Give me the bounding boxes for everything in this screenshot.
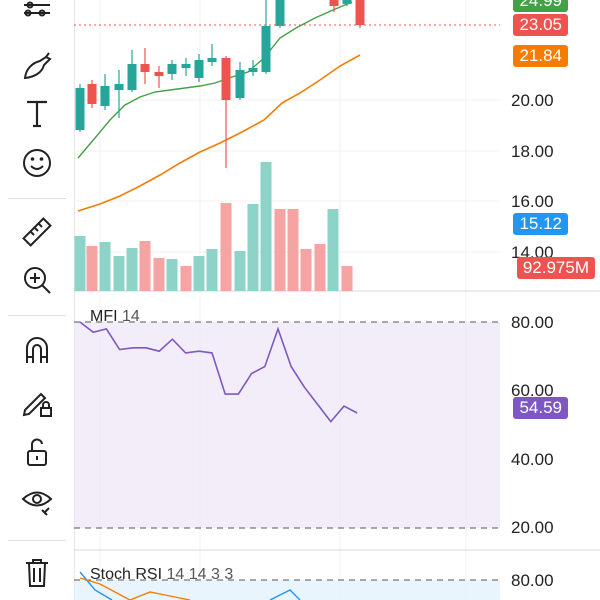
candle-up [75,84,85,132]
volume-tag: 92.975M [516,257,595,279]
mfi-value-tag: 54.59 [513,397,568,419]
volume-bar [206,249,218,291]
ruler-tool-icon[interactable] [17,212,57,252]
mfi-axis-label: 60.00 [511,381,554,400]
volume-bar [314,244,326,291]
brush-tool-icon[interactable] [17,46,57,86]
price-axis-label: 20.00 [511,91,554,110]
candle-down [329,0,339,12]
candle-up [167,60,177,80]
mfi-axis-label: 40.00 [511,450,554,469]
magnet-icon[interactable] [17,330,57,370]
stoch-axis-label: 80.00 [511,571,554,590]
candle-up [342,0,352,6]
volume-bar [139,241,151,291]
price-axis-label: 18.00 [511,142,554,161]
candle-up [181,58,191,76]
volume-bar [341,266,353,291]
chart-area[interactable]: 24.99 23.05 21.84 20.00 18.00 16.00 14.0… [74,0,600,600]
volume-bar [247,204,259,291]
unlock-icon[interactable] [17,432,57,472]
zoom-in-icon[interactable] [17,260,57,300]
volume-bar [180,266,192,291]
volume-bars [74,162,353,291]
trash-icon[interactable] [17,552,57,592]
candle-up [235,62,245,100]
volume-bar [86,246,98,291]
mfi-axis-label: 20.00 [511,518,554,537]
drawing-toolbar [0,0,75,600]
candle-up [275,0,285,28]
candlesticks [75,0,365,168]
candle-down [221,56,231,168]
stoch-band [74,580,500,600]
volume-bar [260,162,272,291]
volume-bar [193,256,205,291]
candle-up [248,60,258,76]
toolbar-divider [8,198,66,199]
ma-long-line [77,54,361,212]
candle-up [100,74,110,110]
volume-bar [327,209,339,291]
stoch-rsi-title[interactable]: Stoch RSI 14 14 3 3 [90,566,233,584]
volume-bar [74,236,86,291]
mfi-title[interactable]: MFI 14 [90,308,140,326]
chart-canvas[interactable] [74,0,600,600]
top-price-tag: 24.99 [513,0,568,12]
candle-up [207,44,217,66]
volume-bar [153,258,165,291]
volume-bar [274,209,286,291]
ma-short-line [77,1,353,159]
emoji-tool-icon[interactable] [17,143,57,183]
toolbar-divider [8,540,66,541]
stoch-d-line [79,577,191,600]
volume-bar [99,242,111,291]
candle-up [194,54,204,82]
candle-up [127,50,137,92]
mfi-axis-label: 80.00 [511,313,554,332]
volume-bar [287,209,299,291]
stoch-k-line [269,589,301,600]
eye-visibility-icon[interactable] [17,480,57,520]
candle-up [114,70,124,118]
mfi-line [79,321,358,423]
volume-bar [113,256,125,291]
volume-ma-tag: 15.12 [513,213,568,235]
text-tool-icon[interactable] [17,93,57,133]
toolbar-divider [8,315,66,316]
candle-up [261,0,271,74]
last-price-tag: 23.05 [513,14,568,36]
pattern-tool-icon[interactable] [17,0,57,34]
stoch-rsi-title-label: Stoch RSI [90,566,163,583]
candle-down [87,80,97,108]
stoch-rsi-params: 14 14 3 3 [166,566,234,583]
mfi-title-label: MFI [90,308,118,325]
volume-bar [220,203,232,291]
volume-bar [126,248,138,291]
volume-bar [166,259,178,291]
candle-down [154,66,164,88]
price-axis-label: 16.00 [511,192,554,211]
candle-down [140,48,150,84]
volume-bar [234,251,246,291]
stoch-k-line [79,571,113,600]
mfi-params: 14 [122,308,140,325]
lock-drawing-icon[interactable] [17,382,57,422]
volume-bar [300,249,312,291]
candle-down [355,0,365,28]
ma-value-tag: 21.84 [513,45,568,67]
